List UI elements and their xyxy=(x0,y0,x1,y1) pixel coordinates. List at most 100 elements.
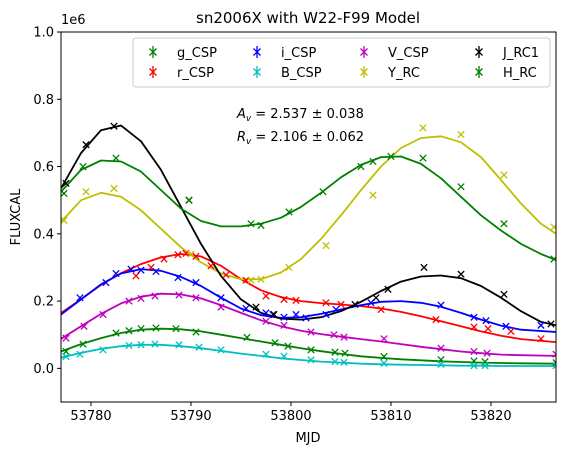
data-point-j-rc1 xyxy=(420,263,428,272)
data-point-i-csp xyxy=(112,269,120,278)
data-point-v-csp xyxy=(280,321,288,329)
y-axis: 0.0 0.2 0.4 0.6 0.8 1.0 xyxy=(33,26,61,377)
fit-annotation-rv: Rv = 2.106 ± 0.062 xyxy=(237,130,364,147)
legend-label: J_RC1 xyxy=(502,46,539,61)
data-point-g-csp xyxy=(341,349,349,357)
data-point-r-csp xyxy=(262,292,270,300)
y-tick-label: 0.6 xyxy=(33,160,54,175)
data-point-r-csp xyxy=(470,323,478,331)
data-point-h-rc xyxy=(61,189,68,198)
data-point-r-csp xyxy=(537,335,545,343)
data-point-i-csp xyxy=(242,304,250,313)
data-point-b-csp xyxy=(307,356,315,364)
data-point-i-csp xyxy=(482,316,490,325)
legend-label: H_RC xyxy=(503,66,537,81)
y-tick-label: 0.0 xyxy=(33,362,54,377)
data-point-i-csp xyxy=(192,278,200,287)
data-point-i-csp xyxy=(262,309,270,317)
data-point-v-csp xyxy=(470,347,478,356)
data-point-b-csp xyxy=(175,341,183,349)
data-point-r-csp xyxy=(292,296,300,305)
data-point-b-csp xyxy=(62,352,70,361)
data-point-y-rc xyxy=(457,130,465,139)
data-point-v-csp xyxy=(437,344,445,352)
data-point-v-csp xyxy=(62,334,70,342)
data-point-g-csp xyxy=(307,346,315,354)
data-point-h-rc xyxy=(257,221,265,230)
data-point-v-csp xyxy=(217,303,225,311)
data-point-v-csp xyxy=(262,317,270,325)
y-tick-label: 0.4 xyxy=(33,227,54,242)
data-point-j-rc1 xyxy=(82,141,90,149)
data-point-i-csp xyxy=(127,265,135,273)
legend-item-b-csp: B_CSP xyxy=(253,66,322,81)
data-point-r-csp xyxy=(432,315,440,324)
legend-label: V_CSP xyxy=(388,46,429,61)
legend-item-y-rc: Y_RC xyxy=(360,66,420,81)
data-point-h-rc xyxy=(500,220,508,228)
data-point-v-csp xyxy=(137,294,145,303)
data-point-v-csp xyxy=(151,292,159,300)
data-point-v-csp xyxy=(80,322,88,330)
data-point-r-csp xyxy=(280,295,288,304)
data-point-b-csp xyxy=(280,352,288,360)
data-point-v-csp xyxy=(99,310,107,319)
data-point-i-csp xyxy=(537,321,545,329)
data-point-i-csp xyxy=(502,322,510,330)
data-point-y-rc xyxy=(419,124,427,132)
data-point-h-rc xyxy=(387,152,395,161)
legend-item-i-csp: i_CSP xyxy=(253,46,316,61)
data-point-v-csp xyxy=(340,333,348,341)
data-point-g-csp xyxy=(172,325,180,333)
data-point-i-csp xyxy=(437,301,445,309)
data-point-r-csp xyxy=(322,299,330,307)
data-point-i-csp xyxy=(152,267,160,276)
data-point-j-rc1 xyxy=(270,310,278,319)
data-point-y-rc xyxy=(257,275,265,283)
data-point-r-csp xyxy=(377,305,385,314)
data-point-h-rc xyxy=(457,183,465,191)
model-curve-h-rc xyxy=(61,155,556,261)
model-curve-r-csp xyxy=(61,253,556,343)
data-point-h-rc xyxy=(369,157,377,166)
legend-label: g_CSP xyxy=(177,46,217,61)
x-tick-label: 53780 xyxy=(70,409,111,424)
data-point-r-csp xyxy=(174,251,182,259)
av-subscript: v xyxy=(246,114,252,124)
data-point-i-csp xyxy=(470,313,478,321)
data-point-g-csp xyxy=(192,328,200,336)
data-point-g-csp xyxy=(125,327,133,335)
y-axis-label: FLUXCAL xyxy=(9,188,24,246)
plot-frame xyxy=(60,31,557,403)
data-point-b-csp xyxy=(217,346,225,354)
data-point-v-csp xyxy=(552,350,556,358)
data-point-i-csp xyxy=(302,314,310,322)
fit-annotation-av: Av = 2.537 ± 0.038 xyxy=(236,107,364,124)
model-curve-g-csp xyxy=(61,327,556,365)
data-point-g-csp xyxy=(331,348,339,356)
x-axis-label: MJD xyxy=(295,431,320,446)
data-point-b-csp xyxy=(481,362,489,370)
data-point-j-rc1 xyxy=(110,122,118,130)
av-symbol: A xyxy=(236,107,246,122)
y-tick-label: 0.2 xyxy=(33,295,54,310)
data-point-r-csp xyxy=(160,255,168,263)
data-point-h-rc xyxy=(550,255,556,263)
data-point-g-csp xyxy=(79,340,87,348)
data-point-v-csp xyxy=(307,328,315,336)
data-point-j-rc1 xyxy=(500,290,508,299)
chart-title: sn2006X with W22-F99 Model xyxy=(196,9,420,27)
data-point-v-csp xyxy=(125,297,133,305)
data-point-j-rc1 xyxy=(384,285,392,293)
legend-item-g-csp: g_CSP xyxy=(149,46,217,61)
legend-item-j-rc1: J_RC1 xyxy=(475,46,539,61)
y-tick-label: 1.0 xyxy=(33,26,54,41)
data-point-g-csp xyxy=(243,333,251,342)
model-curve-y-rc xyxy=(61,135,556,281)
model-curve-i-csp xyxy=(61,268,556,333)
data-point-v-csp xyxy=(483,349,491,357)
data-point-b-csp xyxy=(331,357,339,366)
data-point-v-csp xyxy=(175,291,183,299)
data-point-b-csp xyxy=(125,341,133,350)
